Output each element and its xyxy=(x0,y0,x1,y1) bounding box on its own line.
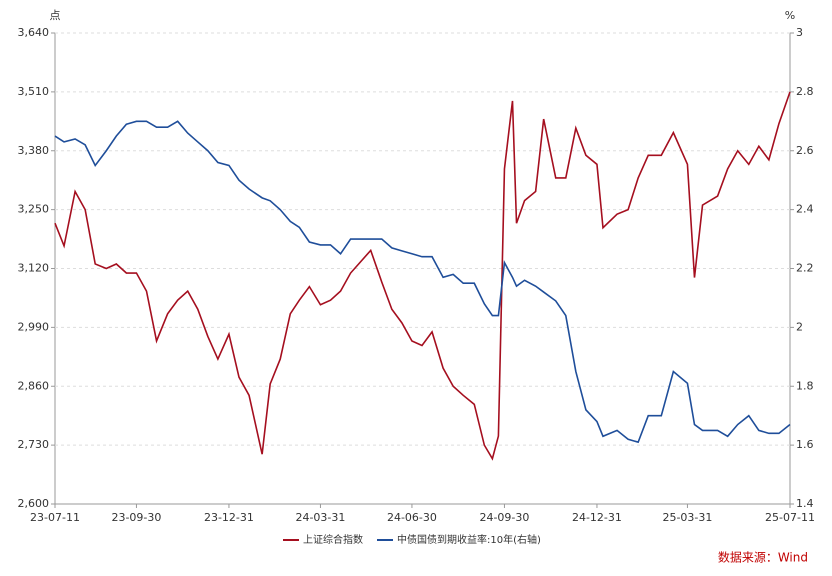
y2-tick-label: 2.4 xyxy=(796,203,814,216)
x-tick-label: 23-09-30 xyxy=(111,511,161,524)
y-tick-label: 3,250 xyxy=(18,203,50,216)
series-line xyxy=(54,91,791,461)
x-tick-label: 23-12-31 xyxy=(204,511,254,524)
y2-tick-label: 1.8 xyxy=(796,379,814,392)
y-unit: 点 xyxy=(50,9,61,22)
x-tick-label: 24-12-31 xyxy=(572,511,622,524)
y-tick-label: 3,380 xyxy=(18,144,50,157)
y-tick-label: 3,510 xyxy=(18,85,50,98)
y2-tick-label: 3 xyxy=(796,26,803,39)
y2-tick-label: 2.2 xyxy=(796,262,814,275)
x-tick-label: 23-07-11 xyxy=(30,511,80,524)
legend-label: 中债国债到期收益率:10年(右轴) xyxy=(397,533,541,546)
source: 数据来源：Wind xyxy=(718,550,808,565)
x-tick-label: 24-03-31 xyxy=(295,511,345,524)
y2-tick-label: 2 xyxy=(796,320,803,333)
y2-tick-label: 1.4 xyxy=(796,497,814,510)
y-tick-label: 2,860 xyxy=(18,379,50,392)
y2-tick-label: 2.8 xyxy=(796,85,814,98)
x-tick-label: 25-07-11 xyxy=(765,511,815,524)
y2-tick-label: 2.6 xyxy=(796,144,814,157)
y-tick-label: 3,120 xyxy=(18,262,50,275)
x-tick-label: 24-09-30 xyxy=(479,511,529,524)
y2-unit: % xyxy=(785,9,795,22)
x-tick-label: 25-03-31 xyxy=(662,511,712,524)
x-tick-label: 24-06-30 xyxy=(387,511,437,524)
series-line xyxy=(54,120,791,444)
y-tick-label: 3,640 xyxy=(18,26,50,39)
legend-label: 上证综合指数 xyxy=(303,533,363,546)
y-tick-label: 2,990 xyxy=(18,320,50,333)
y-tick-label: 2,730 xyxy=(18,438,50,451)
y-tick-label: 2,600 xyxy=(18,497,50,510)
y2-tick-label: 1.6 xyxy=(796,438,814,451)
